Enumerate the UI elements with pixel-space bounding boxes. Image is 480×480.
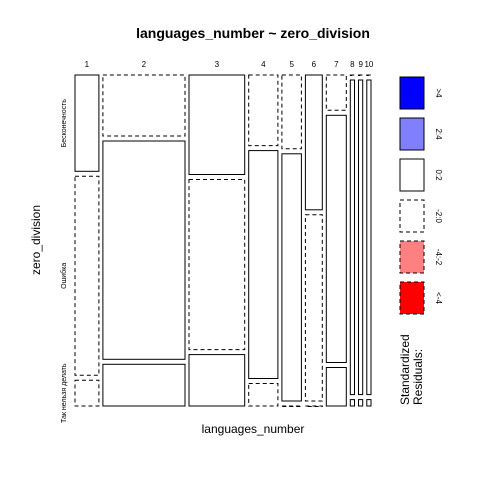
legend-swatch-5 — [399, 240, 425, 274]
mosaic-cell-5-2 — [281, 153, 302, 402]
legend-label-4: -2:0 — [434, 209, 443, 223]
mosaic-cell-3-3 — [188, 354, 246, 407]
residual-legend: >4 2:4 0:2 -2:0 -4:-2 <-4 Standardized Residu… — [398, 76, 443, 405]
column-label-7: 7 — [334, 60, 339, 69]
column-label-1: 1 — [85, 60, 90, 69]
mosaic-cell-4-3 — [248, 383, 279, 407]
column-label-9: 9 — [358, 60, 363, 69]
mosaic-cell-5-3 — [281, 405, 302, 407]
mosaic-cell-1-3 — [74, 379, 100, 407]
legend-swatch-1 — [399, 76, 425, 110]
mosaic-cells — [74, 74, 372, 407]
mosaic-cell-9-1 — [358, 74, 364, 76]
mosaic-cell-10-3 — [366, 399, 372, 407]
mosaic-cell-2-1 — [102, 74, 186, 137]
mosaic-cell-10-1 — [366, 74, 372, 76]
legend-title-line1: Standardized — [398, 334, 412, 405]
mosaic-cell-1-1 — [74, 74, 100, 172]
mosaic-cell-9-3 — [358, 399, 364, 407]
x-axis-title: languages_number — [202, 422, 305, 436]
mosaic-cell-5-1 — [281, 74, 302, 150]
mosaic-cell-7-3 — [325, 367, 347, 407]
mosaic-cell-4-1 — [248, 74, 279, 147]
legend-swatch-6 — [399, 281, 425, 315]
column-labels: 1 2 3 4 5 6 7 8 9 10 — [85, 60, 374, 69]
mosaic-cell-6-3 — [304, 405, 323, 407]
legend-swatch-4 — [399, 199, 425, 233]
column-label-4: 4 — [261, 60, 266, 69]
mosaic-cell-6-1 — [304, 74, 323, 211]
mosaic-cell-2-2 — [102, 140, 186, 360]
mosaic-cell-1-2 — [74, 175, 100, 376]
mosaic-cell-7-1 — [325, 74, 347, 111]
mosaic-cell-8-3 — [349, 399, 355, 407]
mosaic-cell-7-2 — [325, 114, 347, 363]
mosaic-cell-9-2 — [358, 79, 364, 396]
column-label-5: 5 — [289, 60, 294, 69]
mosaic-cell-8-1 — [349, 74, 355, 76]
row-label-3: Так нельзя делать — [61, 363, 68, 423]
column-label-2: 2 — [142, 60, 147, 69]
mosaic-cell-10-2 — [366, 79, 372, 396]
legend-title-line2: Residuals: — [411, 349, 425, 405]
legend-label-1: >4 — [434, 88, 443, 98]
legend-label-6: <-4 — [434, 292, 443, 304]
row-labels: Бесконечность Ошибка Так нельзя делать — [60, 99, 68, 423]
row-label-1: Бесконечность — [61, 99, 68, 148]
mosaic-cell-6-2 — [304, 214, 323, 402]
column-label-6: 6 — [312, 60, 317, 69]
mosaic-cell-4-2 — [248, 150, 279, 379]
mosaic-cell-3-2 — [188, 179, 246, 351]
legend-label-2: 2:4 — [434, 128, 443, 140]
column-label-8: 8 — [350, 60, 355, 69]
legend-swatch-3 — [399, 158, 425, 192]
mosaic-cell-2-3 — [102, 363, 186, 407]
column-label-3: 3 — [215, 60, 220, 69]
mosaic-cell-3-1 — [188, 74, 246, 175]
row-label-2: Ошибка — [60, 263, 68, 289]
column-label-10: 10 — [364, 60, 373, 69]
chart-title: languages_number ~ zero_division — [136, 25, 370, 41]
mosaic-cell-8-2 — [349, 79, 355, 396]
legend-swatch-2 — [399, 117, 425, 151]
legend-label-5: -4:-2 — [434, 249, 443, 266]
y-axis-title: zero_division — [29, 205, 43, 275]
legend-label-3: 0:2 — [434, 169, 443, 181]
